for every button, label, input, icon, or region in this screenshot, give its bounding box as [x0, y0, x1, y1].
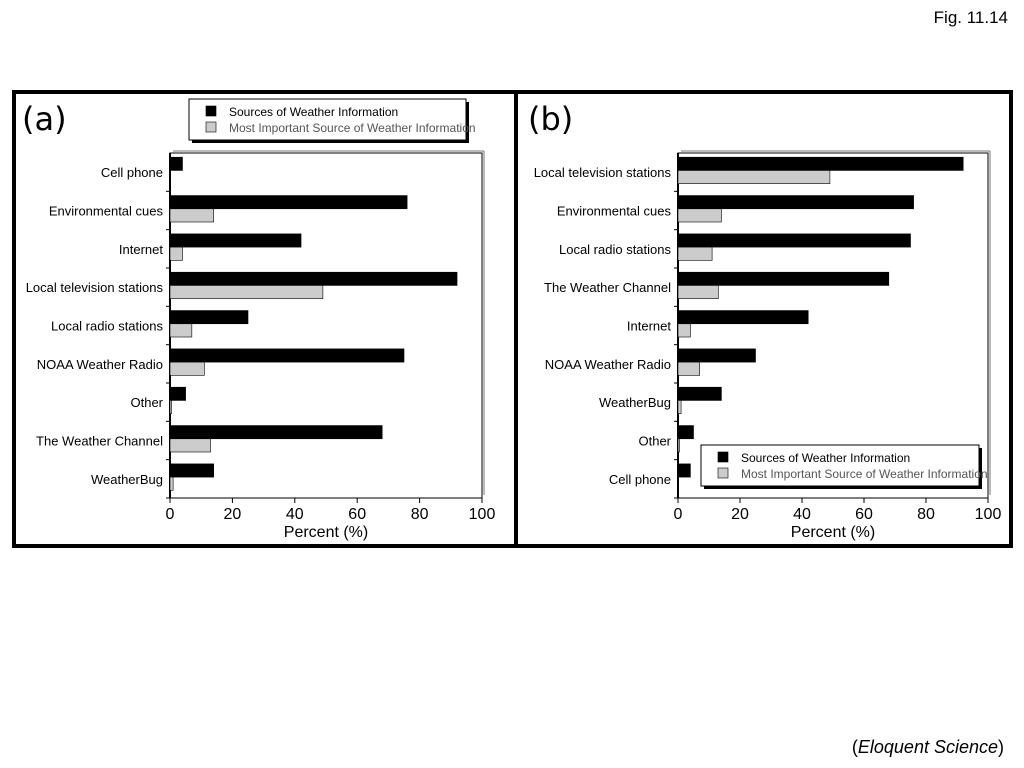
x-tick-label: 0	[166, 506, 175, 523]
category-label: Internet	[627, 319, 671, 334]
legend-box	[700, 444, 980, 487]
x-tick-label: 80	[411, 506, 429, 523]
bar-most-important	[677, 361, 701, 376]
bar-most-important	[169, 476, 174, 491]
bar-most-important	[677, 285, 719, 299]
bar-most-important	[169, 400, 172, 414]
category-label: Environmental cues	[557, 204, 672, 219]
bar-sources	[677, 463, 691, 478]
x-tick-label: 40	[793, 506, 811, 523]
x-axis-title: Percent (%)	[791, 524, 875, 541]
category-label: The Weather Channel	[544, 280, 671, 295]
category-label: The Weather Channel	[36, 434, 163, 449]
bar-sources	[169, 463, 214, 478]
category-label: Local radio stations	[559, 242, 672, 257]
bar-most-important	[169, 246, 183, 261]
x-tick-label: 20	[731, 506, 749, 523]
bar-most-important	[677, 208, 722, 223]
bar-most-important	[169, 170, 171, 184]
x-axis-title: Percent (%)	[284, 524, 368, 541]
bar-sources	[169, 386, 186, 401]
panel-label: (a)	[22, 100, 67, 138]
x-tick-label: 60	[348, 506, 366, 523]
legend-swatch	[717, 451, 729, 463]
category-label: Local television stations	[26, 280, 164, 295]
bar-sources	[677, 348, 756, 363]
category-label: Local radio stations	[51, 319, 164, 334]
category-label: Other	[638, 434, 671, 449]
legend-swatch	[205, 105, 217, 117]
bar-most-important	[677, 246, 713, 261]
category-label: Cell phone	[609, 472, 671, 487]
category-label: Other	[130, 395, 163, 410]
bar-sources	[677, 156, 964, 171]
category-label: WeatherBug	[91, 472, 163, 487]
legend-label: Most Important Source of Weather Informa…	[741, 467, 988, 481]
x-tick-label: 0	[674, 506, 683, 523]
bar-sources	[169, 195, 408, 210]
category-label: NOAA Weather Radio	[37, 357, 163, 372]
panel-label: (b)	[528, 100, 573, 138]
x-tick-label: 20	[224, 506, 242, 523]
figure-frame	[12, 90, 1013, 548]
bar-most-important	[677, 438, 680, 453]
legend-label: Most Important Source of Weather Informa…	[229, 121, 476, 135]
category-label: Cell phone	[101, 165, 163, 180]
bar-most-important	[677, 476, 679, 491]
category-label: Internet	[119, 242, 163, 257]
bar-most-important	[169, 438, 211, 453]
bar-sources	[677, 271, 890, 286]
bar-sources	[677, 310, 809, 325]
source-credit: (Eloquent Science)	[852, 737, 1004, 758]
legend-label: Sources of Weather Information	[741, 451, 910, 465]
x-tick-label: 100	[975, 506, 1002, 523]
x-tick-label: 100	[469, 506, 496, 523]
category-label: Local television stations	[534, 165, 672, 180]
bar-sources	[677, 195, 914, 210]
bar-sources	[677, 233, 911, 248]
credit-source: Eloquent Science	[857, 737, 998, 757]
legend-swatch	[717, 467, 729, 479]
category-label: Environmental cues	[49, 204, 164, 219]
legend-swatch	[205, 121, 217, 133]
x-tick-label: 80	[917, 506, 935, 523]
bar-most-important	[169, 323, 193, 338]
legend-label: Sources of Weather Information	[229, 105, 398, 119]
bar-sources	[677, 425, 694, 440]
figure-label: Fig. 11.14	[933, 8, 1008, 27]
bar-most-important	[169, 208, 214, 223]
bar-sources	[169, 233, 302, 248]
bar-most-important	[677, 400, 682, 414]
bar-sources	[169, 425, 383, 440]
legend-box	[188, 98, 467, 141]
bar-sources	[169, 310, 249, 325]
bar-most-important	[169, 361, 205, 376]
x-tick-label: 40	[286, 506, 304, 523]
category-label: WeatherBug	[599, 395, 671, 410]
credit-open: (	[851, 737, 858, 757]
x-tick-label: 60	[855, 506, 873, 523]
bar-sources	[169, 156, 183, 171]
category-label: NOAA Weather Radio	[545, 357, 671, 372]
credit-close: )	[998, 737, 1004, 757]
bar-sources	[677, 386, 722, 401]
panel-divider	[514, 94, 518, 544]
bar-sources	[169, 348, 405, 363]
bar-most-important	[677, 170, 831, 184]
bar-most-important	[677, 323, 691, 338]
bar-most-important	[169, 285, 324, 299]
